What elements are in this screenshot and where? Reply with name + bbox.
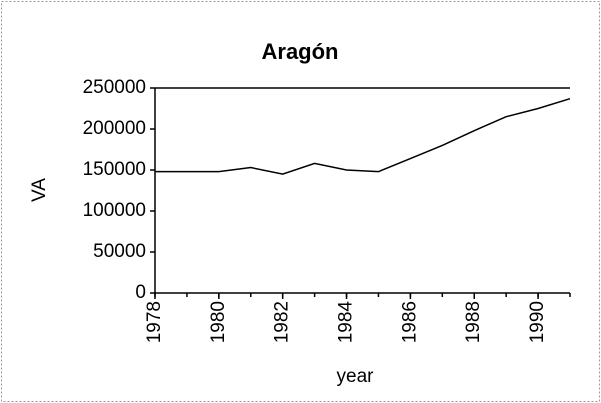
y-tick-label: 150000 — [83, 159, 146, 180]
x-tick-label: 1982 — [272, 301, 293, 343]
y-tick-label: 250000 — [83, 77, 146, 98]
x-tick-label: 1986 — [399, 301, 420, 343]
y-tick-label: 50000 — [93, 241, 146, 262]
y-tick-label: 100000 — [83, 200, 146, 221]
x-tick-label: 1980 — [208, 301, 229, 343]
x-tick-label: 1984 — [336, 301, 357, 344]
y-tick-label: 0 — [135, 282, 146, 303]
x-axis-label: year — [337, 366, 375, 387]
x-tick-label: 1990 — [527, 301, 548, 343]
data-line — [155, 97, 571, 175]
x-tick-label: 1988 — [463, 301, 484, 343]
x-tick-label: 1978 — [144, 301, 165, 343]
y-tick-label: 200000 — [83, 118, 146, 139]
chart-title: Aragón — [262, 39, 339, 64]
y-axis-label: VA — [29, 178, 50, 202]
